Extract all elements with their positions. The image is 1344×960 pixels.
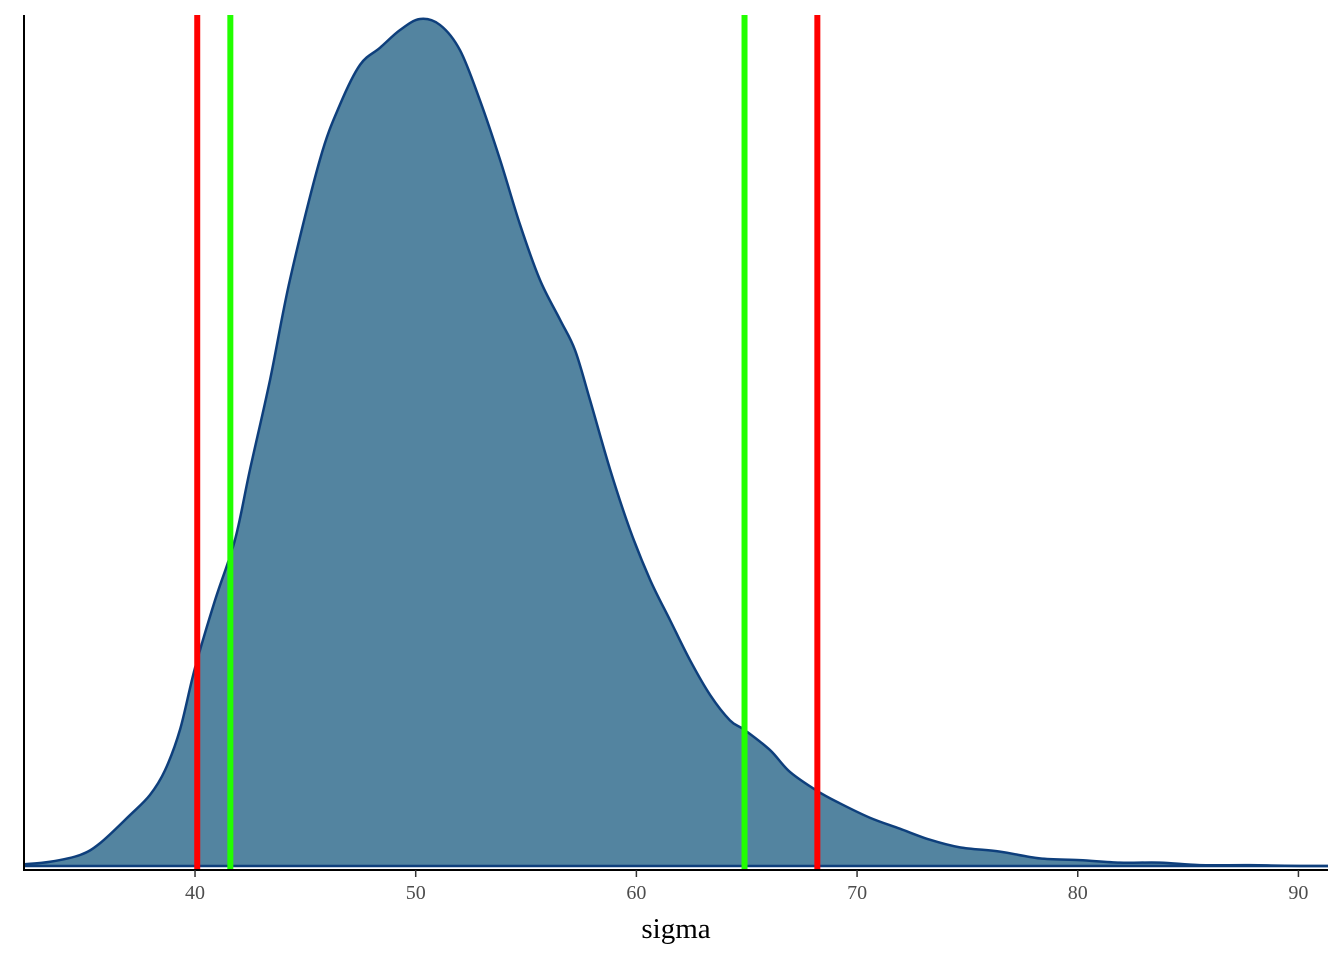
x-ticks: 40 50 60 70 80 90 — [185, 870, 1308, 904]
density-curve — [23, 17, 1329, 868]
x-tick-label: 60 — [626, 882, 646, 904]
x-axis-title: sigma — [641, 913, 710, 945]
density-fill — [24, 18, 1328, 867]
interval-lines-layer — [194, 15, 821, 870]
x-tick-label: 50 — [406, 882, 426, 904]
x-tick-label: 90 — [1288, 882, 1308, 904]
density-area-layer — [23, 17, 1329, 868]
x-tick-label: 80 — [1068, 882, 1088, 904]
x-tick-label: 70 — [847, 882, 867, 904]
x-tick-label: 40 — [185, 882, 205, 904]
